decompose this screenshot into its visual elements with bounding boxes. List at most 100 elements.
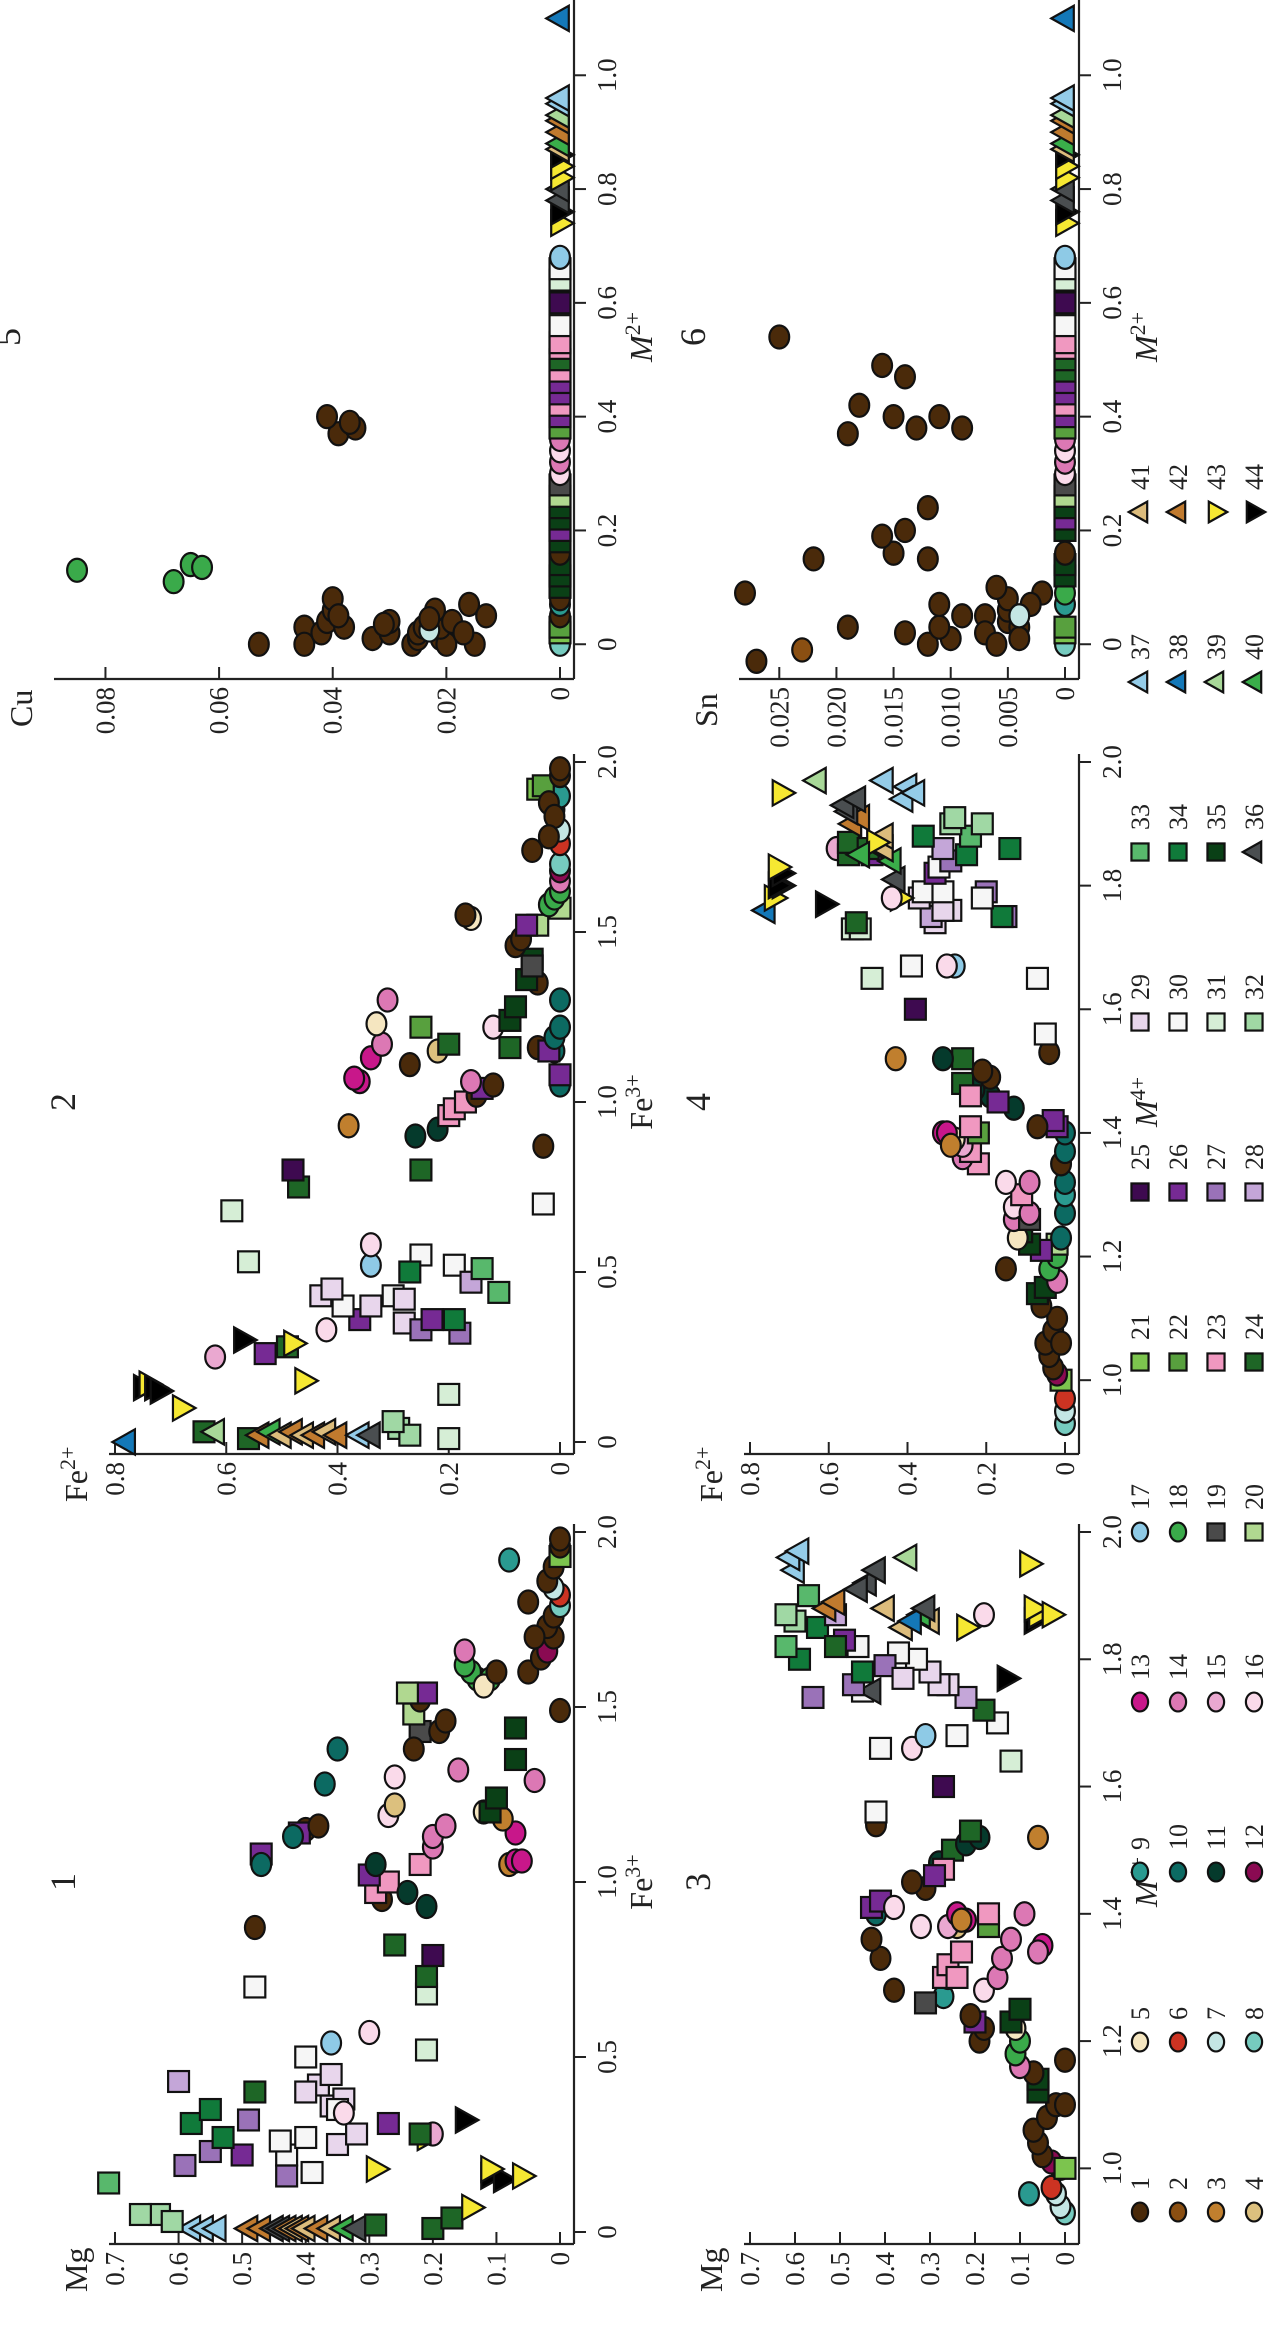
legend-label: 4 [1240, 2177, 1269, 2190]
data-point-series-20 [395, 1681, 419, 1705]
data-point-series-1 [454, 902, 477, 928]
y-tick-label: 0.04 [318, 687, 348, 735]
data-point-series-24 [421, 2216, 445, 2241]
x-axis-title-base: M [1128, 1098, 1164, 1128]
y-tick-label: 0 [1050, 1462, 1080, 1476]
y-tick-label: 0 [1050, 2252, 1080, 2266]
data-point-series-14 [1026, 1939, 1049, 1965]
data-point-series-34 [911, 824, 935, 848]
x-tick-label: 0 [592, 2225, 622, 2239]
data-points [733, 3, 1081, 674]
x-tick-label: 0.6 [1097, 286, 1127, 320]
legend-marker-31 [1206, 1012, 1226, 1032]
legend-label: 6 [1164, 2007, 1193, 2020]
data-point-series-33 [97, 2171, 121, 2195]
legend-label: 13 [1126, 1654, 1155, 1680]
data-point-series-3 [337, 1113, 360, 1139]
data-point-series-34 [442, 1308, 466, 1332]
data-point-series-24 [440, 2206, 464, 2230]
legend-marker-32 [1244, 1012, 1264, 1032]
data-point-series-26 [548, 1063, 572, 1087]
data-point-series-23 [945, 1965, 969, 1990]
data-point-series-43 [767, 852, 794, 882]
x-axis-title-sup: 4+ [1125, 1077, 1150, 1100]
data-point-series-1 [537, 824, 560, 850]
data-point-series-1 [523, 1624, 546, 1650]
data-point-series-22 [1053, 615, 1077, 639]
data-point-series-43 [1041, 1600, 1068, 1630]
y-tick-label: 0.4 [870, 2252, 900, 2286]
data-point-series-30 [899, 954, 923, 978]
data-point-series-23 [949, 1940, 974, 1964]
legend-label: 43 [1202, 464, 1231, 490]
x-tick-label: 0 [592, 637, 622, 651]
x-tick-label: 2.0 [592, 745, 622, 779]
data-point-series-1 [916, 495, 939, 521]
data-point-series-1 [893, 364, 916, 390]
data-point-series-1 [372, 611, 395, 637]
y-tick-label: 0.02 [431, 687, 461, 734]
data-point-series-1 [1008, 625, 1031, 652]
data-point-series-14 [523, 1767, 546, 1794]
data-point-series-1 [1046, 1305, 1069, 1332]
data-point-series-35 [1008, 1997, 1032, 2021]
data-point-series-9 [498, 1547, 521, 1573]
x-axis-title: Fe3+ [620, 1854, 659, 1909]
data-point-series-14 [447, 1757, 470, 1783]
data-point-series-24 [364, 2213, 388, 2237]
legend-label: 16 [1240, 1654, 1269, 1680]
data-point-series-42 [819, 1587, 846, 1617]
data-point-series-36 [354, 1420, 381, 1450]
data-point-series-16 [882, 1894, 905, 1921]
data-point-series-11 [931, 1046, 954, 1072]
data-point-series-43 [1019, 1549, 1045, 1579]
data-point-series-10 [250, 1851, 273, 1878]
data-point-series-30 [531, 1192, 555, 1216]
data-point-series-24 [437, 1032, 461, 1056]
data-point-series-26 [986, 1090, 1010, 1114]
legend-marker-18 [1168, 1521, 1188, 1543]
data-point-series-16 [383, 1764, 406, 1790]
legend-marker-33 [1130, 842, 1150, 862]
data-point-series-25 [281, 1158, 305, 1182]
data-point-series-1 [916, 631, 939, 657]
data-point-series-28 [954, 1685, 978, 1710]
data-point-series-10 [313, 1771, 336, 1797]
data-point-series-1 [398, 1051, 421, 1078]
data-point-series-28 [167, 2069, 191, 2094]
legend-marker-37 [1126, 669, 1149, 695]
data-point-series-16 [359, 1232, 382, 1258]
x-tick-label: 0.5 [592, 1255, 622, 1289]
data-point-series-1 [848, 392, 871, 418]
data-point-series-16 [972, 1602, 995, 1628]
x-axis-title: M4+ [1125, 1077, 1164, 1128]
data-point-series-31 [220, 1199, 244, 1223]
legend-label: 27 [1202, 1144, 1231, 1170]
data-point-series-10 [282, 1823, 305, 1850]
y-tick-label: 0.3 [354, 2252, 384, 2286]
legend-marker-8 [1244, 2031, 1264, 2053]
legend-label: 17 [1126, 1484, 1155, 1510]
data-point-series-27 [236, 2108, 261, 2132]
data-point-series-38 [896, 1606, 922, 1636]
data-points [97, 1526, 572, 2244]
data-point-series-11 [364, 1851, 387, 1878]
data-point-series-27 [801, 1685, 825, 1710]
x-tick-label: 0 [1097, 637, 1127, 651]
panel-label: 1 [43, 1873, 83, 1891]
legend-label: 15 [1202, 1654, 1231, 1680]
data-point-series-32 [970, 812, 994, 836]
data-point-series-43 [171, 1393, 198, 1423]
legend-label: 24 [1240, 1314, 1269, 1340]
legend-marker-44 [1245, 499, 1268, 525]
legend-label: 38 [1164, 634, 1193, 660]
data-point-series-1 [482, 1072, 505, 1098]
data-points [749, 766, 1076, 1437]
data-point-series-26 [376, 2111, 400, 2136]
data-point-series-24 [383, 1933, 407, 1957]
data-point-series-1 [452, 620, 475, 646]
data-point-series-24 [414, 1964, 439, 1989]
data-point-series-1 [434, 1708, 457, 1734]
